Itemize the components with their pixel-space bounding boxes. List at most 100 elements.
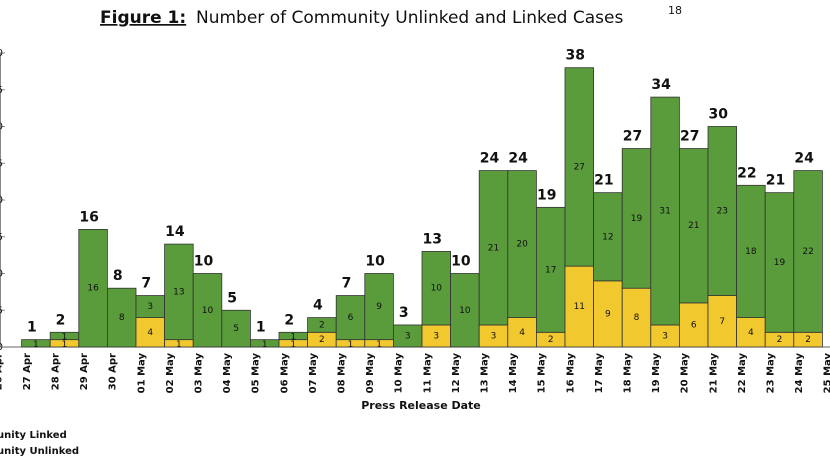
bar-segment xyxy=(793,170,823,333)
segment-label: 2 xyxy=(805,335,811,345)
segment-label: 1 xyxy=(176,340,182,350)
segment-label: 1 xyxy=(62,332,68,342)
segment-label: 21 xyxy=(488,243,499,253)
segment-label: 8 xyxy=(634,313,640,323)
x-axis-label: Press Release Date xyxy=(361,399,481,412)
segment-label: 21 xyxy=(688,221,699,231)
bar-segment xyxy=(593,280,623,348)
x-tick-label: 17 May xyxy=(594,353,605,394)
segment-label: 2 xyxy=(319,320,325,330)
total-label: 1 xyxy=(27,320,37,336)
x-tick-label: 10 May xyxy=(394,353,405,394)
segment-label: 1 xyxy=(290,340,296,350)
segment-label: 10 xyxy=(202,306,214,316)
x-tick-label: 18 May xyxy=(623,353,634,394)
bar-segment xyxy=(564,67,595,267)
segment-label: 5 xyxy=(233,324,239,334)
total-label: 14 xyxy=(165,224,185,240)
total-label: 38 xyxy=(566,48,585,64)
total-label: 1 xyxy=(256,320,266,336)
bar-segment xyxy=(335,295,366,341)
bar-segment xyxy=(221,309,251,348)
x-tick-label: 02 May xyxy=(165,353,176,394)
bar-segment xyxy=(650,96,680,326)
total-label: 19 xyxy=(537,187,556,203)
total-label: 13 xyxy=(423,231,442,247)
y-tick-label: 40 xyxy=(0,48,3,59)
segment-label: 4 xyxy=(147,328,153,338)
x-tick-label: 14 May xyxy=(508,353,519,394)
chart-title: Number of Community Unlinked and Linked … xyxy=(196,8,623,28)
legend-label: Community Unlinked xyxy=(0,446,79,457)
bar-segment xyxy=(679,302,709,348)
y-tick-label: 5 xyxy=(0,305,3,316)
segment-label: 4 xyxy=(748,328,754,338)
bar-segment xyxy=(192,273,223,348)
segment-label: 18 xyxy=(745,247,757,257)
segment-label: 6 xyxy=(691,320,697,330)
x-tick-label: 15 May xyxy=(537,353,548,394)
segment-label: 1 xyxy=(33,340,39,350)
segment-label: 16 xyxy=(87,284,99,294)
segment-label: 19 xyxy=(774,258,786,268)
total-label: 24 xyxy=(480,151,500,167)
total-label: 27 xyxy=(680,129,699,145)
bar-segment xyxy=(450,273,480,348)
legend-label: Community Linked xyxy=(0,430,67,441)
y-tick-label: 15 xyxy=(0,232,3,243)
bar-segment xyxy=(536,206,566,333)
bar-segment xyxy=(564,265,595,348)
total-label: 8 xyxy=(113,268,123,284)
segment-label: 4 xyxy=(519,328,525,338)
segment-label: 22 xyxy=(802,247,813,257)
bar-segment xyxy=(621,287,652,348)
total-label: 10 xyxy=(365,254,385,270)
segment-label: 7 xyxy=(719,317,725,327)
x-tick-label: 13 May xyxy=(480,353,491,394)
x-tick-label: 19 May xyxy=(651,353,662,394)
segment-label: 23 xyxy=(717,207,728,217)
total-label: 24 xyxy=(794,151,814,167)
y-tick-label: 25 xyxy=(0,158,3,169)
segment-label: 17 xyxy=(545,265,556,275)
total-label: 4 xyxy=(313,298,323,314)
total-label: 30 xyxy=(709,107,729,123)
x-tick-label: 11 May xyxy=(422,353,433,394)
total-label: 10 xyxy=(194,254,214,270)
segment-label: 31 xyxy=(659,207,670,217)
segment-label: 11 xyxy=(574,302,585,312)
x-tick-label: 30 Apr xyxy=(108,353,119,390)
segment-label: 6 xyxy=(348,313,354,323)
y-tick-label: 20 xyxy=(0,195,3,206)
segment-label: 1 xyxy=(290,332,296,342)
x-tick-label: 06 May xyxy=(279,353,290,394)
x-tick-label: 20 May xyxy=(680,353,691,394)
total-label: 27 xyxy=(623,129,642,145)
total-label: 21 xyxy=(594,173,613,189)
segment-label: 1 xyxy=(62,340,68,350)
segment-label: 27 xyxy=(574,162,585,172)
segment-label: 1 xyxy=(348,340,354,350)
total-label: 2 xyxy=(56,312,66,328)
total-label: 21 xyxy=(766,173,785,189)
x-tick-label: 28 Apr xyxy=(51,353,62,390)
x-tick-label: 08 May xyxy=(337,353,348,394)
segment-label: 9 xyxy=(376,302,382,312)
x-tick-label: 27 Apr xyxy=(22,353,33,390)
segment-label: 2 xyxy=(319,335,325,345)
total-label: 24 xyxy=(508,151,528,167)
total-label: 5 xyxy=(227,290,237,306)
title-prefix: Figure 1: xyxy=(100,8,186,28)
segment-label: 3 xyxy=(147,302,153,312)
segment-label: 12 xyxy=(602,232,613,242)
bar-segment xyxy=(736,184,766,319)
segment-label: 3 xyxy=(405,331,411,341)
segment-label: 9 xyxy=(605,309,611,319)
x-tick-label: 03 May xyxy=(194,353,205,394)
x-tick-label: 12 May xyxy=(451,353,462,394)
y-tick-label: 10 xyxy=(0,269,3,280)
x-tick-label: 21 May xyxy=(708,353,719,394)
x-tick-label: 24 May xyxy=(794,353,805,394)
